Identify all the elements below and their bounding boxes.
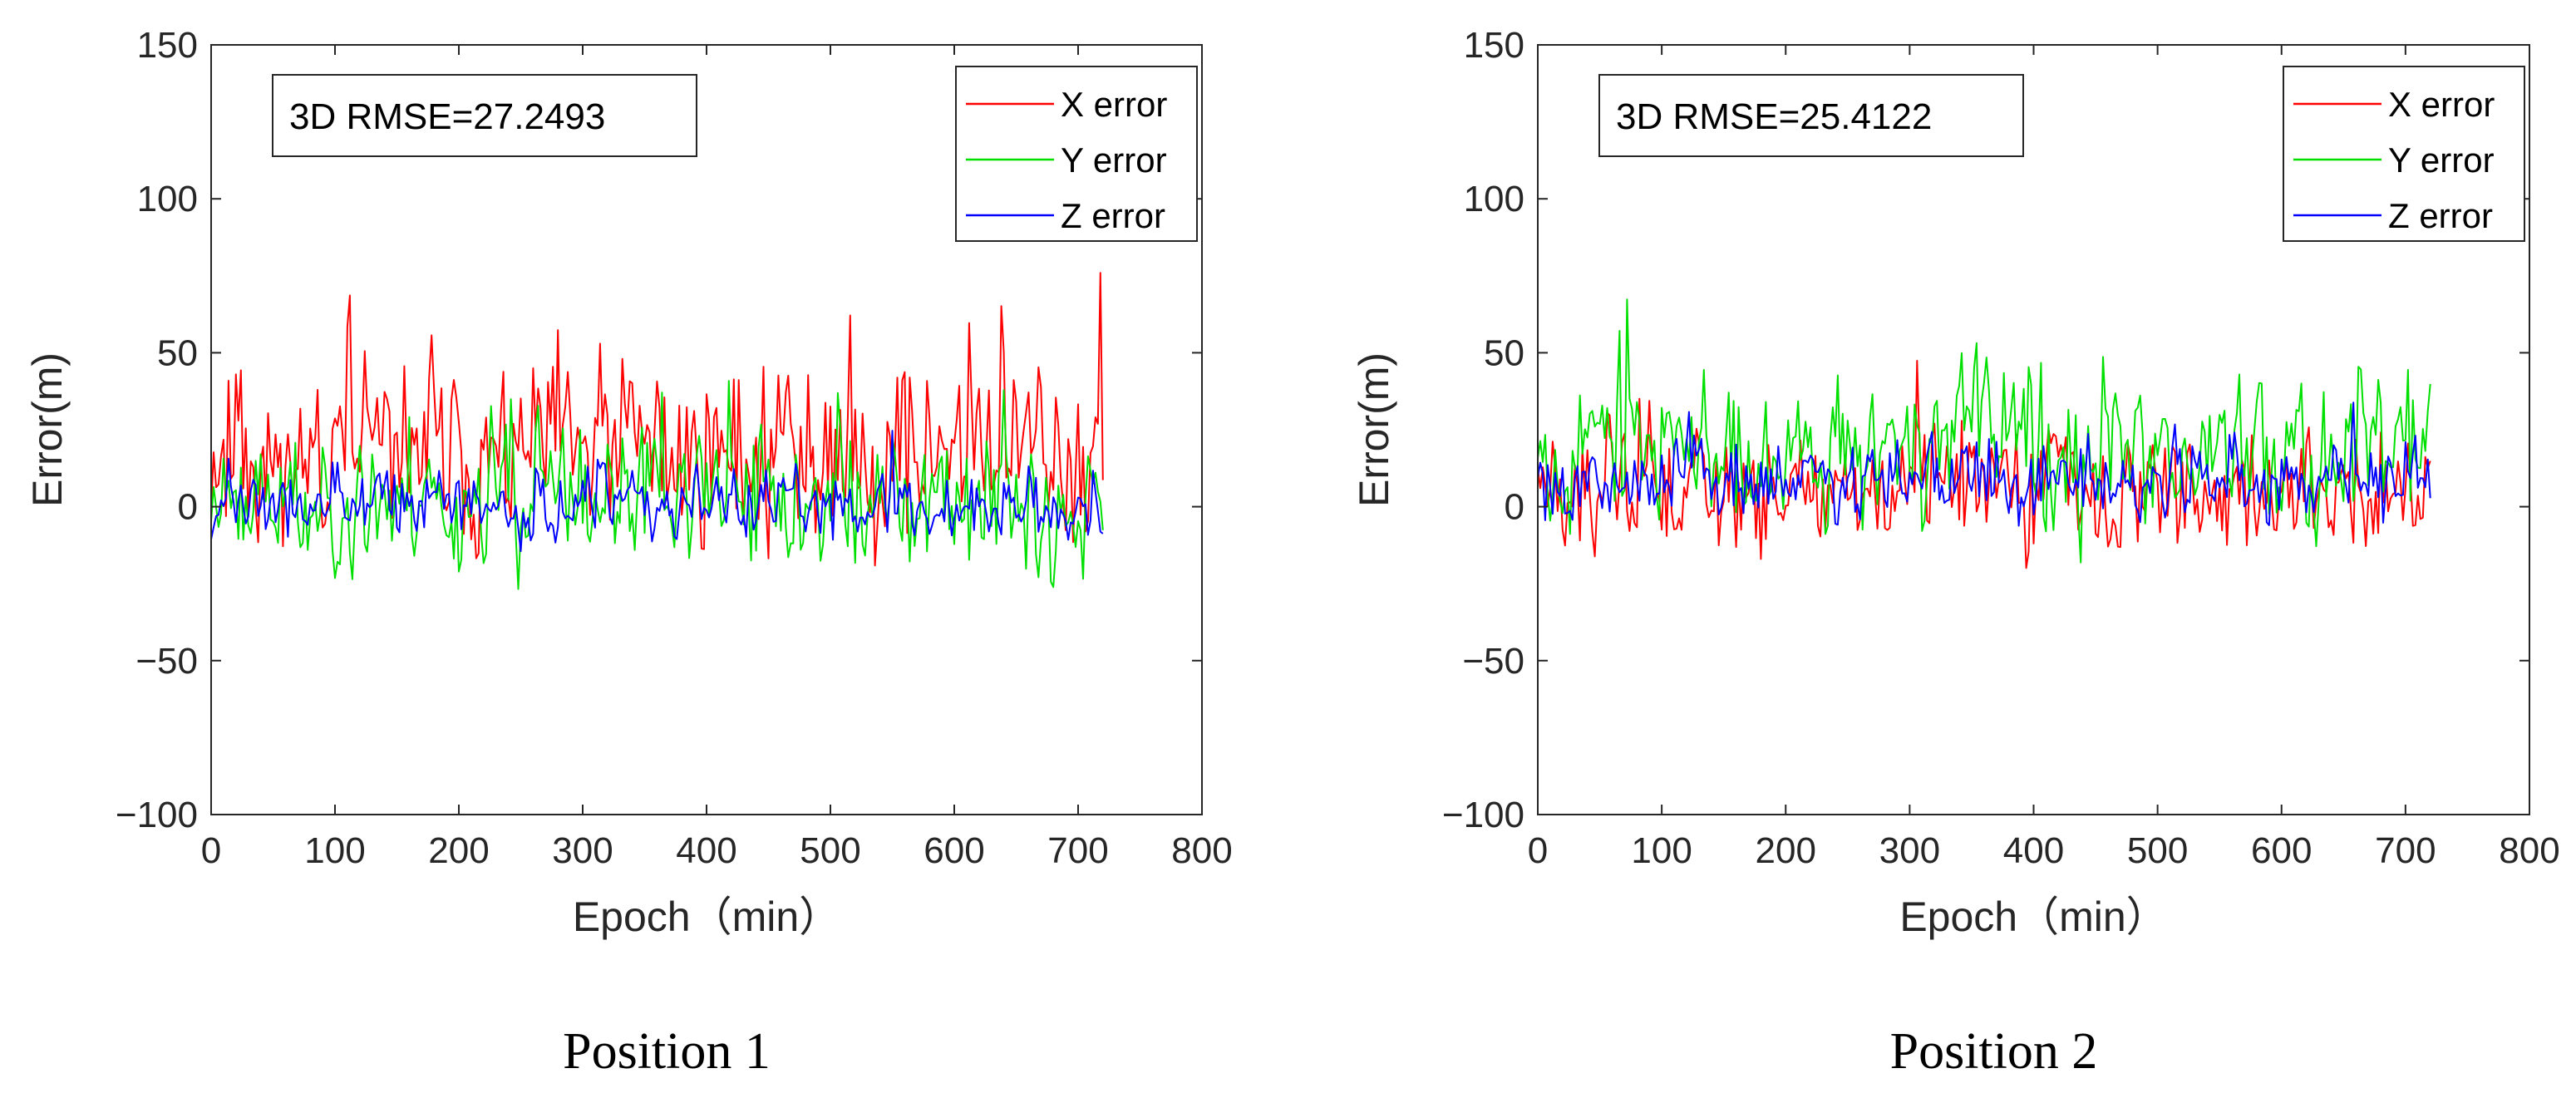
y-tick-label: −50: [135, 641, 198, 682]
series-line-x-error: [1537, 360, 2431, 569]
x-tick-label: 100: [304, 830, 365, 871]
y-tick-label: −100: [1442, 795, 1524, 835]
x-tick-label: 800: [2499, 830, 2559, 871]
axis-ticks: 0 100 200 300 400 500 600 700 800 −100 −50 0 50 100 15…: [116, 25, 1233, 871]
series-line-z-error: [1537, 401, 2431, 527]
y-axis-label: Error(m): [1351, 352, 1397, 507]
legend-box: [955, 66, 1198, 242]
rmse-annotation: 3D RMSE=27.2493: [272, 74, 697, 157]
rmse-annotation: 3D RMSE=25.4122: [1598, 74, 2024, 157]
x-tick-label: 300: [1879, 830, 1940, 871]
legend-entry-x: X error: [2293, 85, 2495, 124]
legend-label-z: Z error: [1061, 196, 1165, 235]
x-tick-label: 300: [552, 830, 613, 871]
x-axis-label: Epoch（min）: [573, 894, 840, 940]
x-tick-label: 100: [1631, 830, 1692, 871]
y-tick-label: 0: [178, 487, 198, 528]
y-tick-label: 150: [137, 25, 198, 66]
legend: X error Y error Z error: [955, 66, 1198, 242]
legend-label-z: Z error: [2388, 196, 2493, 235]
series-layer: [1537, 298, 2431, 569]
x-tick-label: 400: [2003, 830, 2064, 871]
legend-entry-z: Z error: [966, 196, 1165, 235]
rmse-box: [272, 74, 697, 157]
x-tick-label: 600: [2251, 830, 2312, 871]
chart-panel-position-2: 0 100 200 300 400 500 600 700 800 −100 −50 0 50 100 15…: [1351, 25, 2560, 1080]
legend-entry-y: Y error: [2293, 140, 2495, 180]
y-tick-label: −100: [116, 795, 198, 835]
rmse-box: [1598, 74, 2024, 157]
y-tick-label: −50: [1462, 641, 1524, 682]
x-tick-label: 700: [2375, 830, 2436, 871]
rmse-text: 3D RMSE=25.4122: [1616, 96, 1932, 137]
legend-label-x: X error: [1061, 85, 1167, 124]
legend-label-y: Y error: [1061, 140, 1167, 180]
series-line-x-error: [210, 272, 1104, 567]
legend-entry-z: Z error: [2293, 196, 2493, 235]
x-tick-label: 800: [1171, 830, 1232, 871]
y-tick-label: 150: [1464, 25, 1524, 66]
y-tick-label: 100: [1464, 179, 1524, 219]
y-tick-label: 0: [1505, 487, 1524, 528]
axis-ticks: 0 100 200 300 400 500 600 700 800 −100 −50 0 50 100 15…: [1442, 25, 2560, 871]
y-axis-label: Error(m): [24, 352, 71, 507]
x-axis-label: Epoch（min）: [1899, 894, 2167, 940]
legend: X error Y error Z error: [2283, 66, 2525, 242]
figure-caption: Position 1: [563, 1023, 771, 1080]
x-tick-label: 700: [1047, 830, 1108, 871]
series-line-z-error: [210, 430, 1104, 553]
legend-entry-y: Y error: [966, 140, 1167, 180]
rmse-text: 3D RMSE=27.2493: [289, 96, 605, 137]
legend-entry-x: X error: [966, 85, 1167, 124]
y-tick-label: 50: [1484, 332, 1524, 373]
legend-label-x: X error: [2388, 85, 2495, 124]
x-tick-label: 500: [800, 830, 860, 871]
x-tick-label: 600: [924, 830, 984, 871]
x-tick-label: 0: [1528, 830, 1548, 871]
series-layer: [210, 272, 1104, 590]
legend-label-y: Y error: [2388, 140, 2495, 180]
series-line-y-error: [210, 380, 1104, 590]
x-tick-label: 500: [2127, 830, 2188, 871]
x-tick-label: 200: [428, 830, 489, 871]
chart-panel-position-1: 0 100 200 300 400 500 600 700 800 −100 −50 0 50 100 15…: [24, 25, 1233, 1080]
y-tick-label: 100: [137, 179, 198, 219]
figure-caption: Position 2: [1890, 1023, 2098, 1080]
legend-box: [2283, 66, 2525, 242]
x-tick-label: 400: [676, 830, 736, 871]
x-tick-label: 0: [201, 830, 221, 871]
y-tick-label: 50: [157, 332, 198, 373]
x-tick-label: 200: [1756, 830, 1816, 871]
